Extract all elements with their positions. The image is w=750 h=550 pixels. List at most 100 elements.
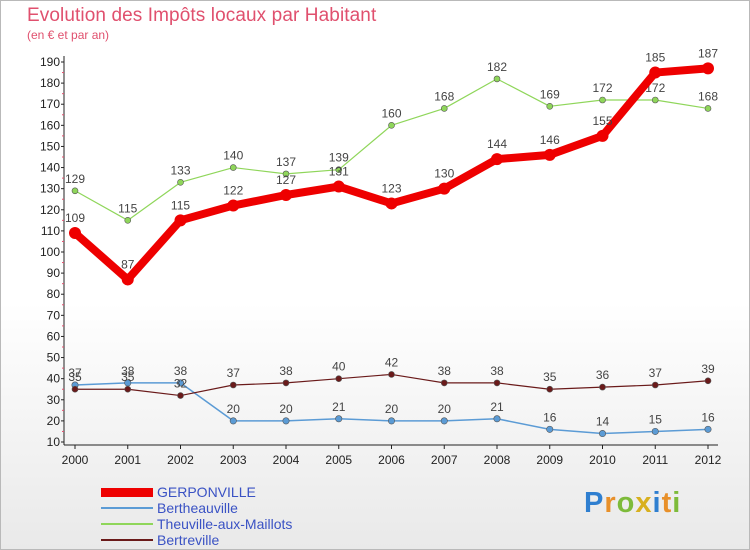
x-tick-label: 2007	[431, 453, 458, 467]
data-point-gerponville	[121, 273, 134, 286]
data-label-bertheauville: 16	[701, 410, 715, 424]
data-label-bertreville: 42	[385, 355, 399, 369]
proxiti-logo: Proxiti	[584, 487, 682, 519]
data-point-gerponville	[596, 129, 609, 142]
data-label-bertheauville: 20	[385, 402, 399, 416]
x-tick-label: 2011	[642, 453, 668, 467]
data-point-gerponville	[280, 189, 292, 201]
data-label-gerponville: 144	[487, 137, 507, 151]
data-label-bertheauville: 20	[438, 402, 452, 416]
data-label-bertheauville: 20	[227, 402, 241, 416]
legend-item-bertreville: Bertreville	[101, 532, 219, 548]
data-point-gerponville	[227, 199, 240, 212]
x-tick-label: 2012	[695, 453, 722, 467]
legend-swatch-bertheauville	[101, 507, 153, 509]
data-point-theuville-aux-maillots	[546, 103, 554, 110]
data-label-gerponville: 185	[645, 51, 665, 65]
data-point-bertheauville	[651, 427, 659, 435]
data-label-gerponville: 127	[276, 173, 296, 187]
legend-swatch-theuville	[101, 523, 153, 525]
data-label-theuville-aux-maillots: 140	[223, 149, 243, 163]
y-tick-label: 50	[47, 351, 61, 365]
legend-item-theuville: Theuville-aux-Maillots	[101, 516, 292, 532]
data-point-bertheauville	[440, 417, 448, 425]
data-point-bertheauville	[387, 417, 395, 425]
y-tick-label: 190	[40, 55, 60, 69]
data-label-gerponville: 155	[592, 114, 612, 128]
data-label-bertreville: 36	[596, 368, 610, 382]
y-tick-label: 150	[40, 139, 60, 153]
x-tick-label: 2001	[114, 453, 141, 467]
chart-subtitle: (en € et par an)	[27, 28, 110, 42]
y-tick-label: 80	[47, 287, 61, 301]
x-tick-label: 2010	[589, 453, 616, 467]
data-point-gerponville	[69, 227, 81, 239]
y-tick-label: 180	[40, 76, 60, 90]
data-label-bertreville: 37	[649, 366, 663, 380]
chart-title: Evolution des Impôts locaux par Habitant	[27, 5, 377, 26]
x-tick-label: 2006	[378, 453, 405, 467]
data-label-gerponville: 122	[223, 184, 243, 198]
data-label-bertheauville: 20	[279, 402, 293, 416]
data-point-gerponville	[332, 180, 345, 193]
y-tick-label: 60	[47, 329, 61, 343]
x-tick-label: 2000	[62, 453, 89, 467]
data-label-gerponville: 123	[381, 181, 401, 195]
data-label-bertheauville: 38	[121, 364, 135, 378]
data-point-bertreville	[388, 371, 395, 378]
data-label-theuville-aux-maillots: 172	[592, 81, 612, 95]
legend-swatch-bertreville	[101, 539, 153, 541]
data-label-bertreville: 38	[490, 364, 504, 378]
data-point-bertreville	[546, 385, 554, 393]
data-point-theuville-aux-maillots	[177, 179, 184, 186]
y-tick-label: 90	[47, 266, 61, 280]
data-point-theuville-aux-maillots	[71, 187, 79, 195]
y-tick-label: 100	[40, 245, 60, 259]
data-point-bertheauville	[493, 415, 501, 423]
data-point-gerponville	[491, 153, 503, 166]
data-label-gerponville: 187	[698, 46, 718, 60]
data-label-gerponville: 130	[434, 167, 454, 181]
data-point-theuville-aux-maillots	[651, 96, 659, 104]
data-label-gerponville: 115	[171, 198, 190, 212]
data-label-bertheauville: 37	[68, 366, 82, 380]
x-tick-label: 2003	[220, 453, 247, 467]
data-point-gerponville	[649, 66, 662, 79]
data-point-bertreville	[704, 377, 712, 385]
data-label-theuville-aux-maillots: 133	[170, 163, 190, 177]
data-label-bertreville: 38	[279, 364, 293, 378]
data-point-bertreville	[177, 392, 184, 399]
data-point-gerponville	[438, 182, 451, 195]
data-label-theuville-aux-maillots: 115	[118, 201, 137, 215]
data-label-theuville-aux-maillots: 168	[698, 89, 718, 103]
y-tick-label: 160	[40, 118, 60, 132]
data-label-bertheauville: 14	[596, 415, 610, 429]
data-point-bertheauville	[546, 425, 554, 433]
x-tick-label: 2009	[536, 453, 563, 467]
data-point-bertreville	[493, 379, 501, 387]
data-point-theuville-aux-maillots	[124, 217, 132, 224]
legend-label-bertheauville: Bertheauville	[157, 500, 238, 516]
y-tick-label: 110	[41, 224, 60, 238]
data-label-theuville-aux-maillots: 169	[540, 87, 560, 101]
x-tick-label: 2004	[273, 453, 300, 467]
data-point-gerponville	[385, 197, 398, 210]
data-point-bertreville	[599, 383, 606, 391]
y-tick-label: 40	[47, 372, 61, 386]
data-label-gerponville: 146	[540, 133, 560, 147]
data-point-theuville-aux-maillots	[440, 105, 448, 112]
data-point-gerponville	[543, 148, 556, 161]
y-tick-label: 70	[47, 308, 61, 322]
data-label-bertheauville: 21	[332, 400, 346, 414]
data-label-bertreville: 37	[227, 366, 241, 380]
data-point-theuville-aux-maillots	[599, 96, 606, 104]
legend-label-theuville: Theuville-aux-Maillots	[157, 516, 293, 532]
data-point-theuville-aux-maillots	[335, 166, 343, 173]
y-tick-label: 20	[47, 414, 61, 428]
data-label-bertreville: 32	[174, 377, 188, 391]
data-point-bertreville	[440, 379, 448, 387]
data-label-theuville-aux-maillots: 160	[381, 106, 401, 120]
data-label-theuville-aux-maillots: 129	[65, 172, 85, 186]
data-label-bertheauville: 38	[174, 364, 188, 378]
